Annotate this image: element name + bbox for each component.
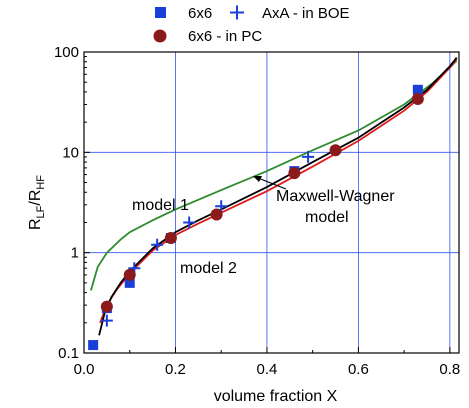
y-axis-label-sub2: HF (35, 175, 47, 190)
legend-plus-stroke (230, 5, 244, 20)
annotation-arrows (253, 176, 287, 190)
y-axis-label: RLF/RHF (27, 175, 47, 230)
x-tick-label: 0.8 (439, 361, 460, 378)
plus-marker (183, 216, 196, 229)
axis-ticks (83, 51, 451, 354)
annotation-model-2: model 2 (180, 260, 237, 277)
square-marker (124, 277, 135, 288)
legend-square-marker (155, 7, 166, 18)
plus-marker (151, 238, 164, 251)
x-tick-label: 0.2 (165, 361, 186, 378)
circle-marker (123, 268, 136, 281)
circle-marker (164, 232, 177, 245)
legend-label-axa-boe: AxA - in BOE (262, 5, 350, 22)
legend-plus-marker (230, 5, 244, 20)
annotation-maxwell-wagner: Maxwell-Wagner (276, 188, 395, 205)
legend: 6x6 AxA - in BOE 6x6 - in PC (153, 5, 350, 45)
circle-marker (329, 144, 342, 157)
legend-circle-marker (153, 29, 167, 43)
data-points (88, 84, 424, 351)
y-tick-label: 100 (54, 44, 79, 61)
y-axis-label-sep: /R (27, 190, 44, 206)
x-tick-label: 0.0 (74, 361, 95, 378)
plus-marker (302, 150, 315, 163)
circle-marker (210, 208, 223, 221)
circle-marker (411, 93, 424, 106)
plot-frame (83, 51, 460, 354)
legend-label-6x6-pc: 6x6 - in PC (188, 28, 262, 45)
square-marker (88, 340, 99, 351)
annotation-arrow-head (253, 176, 262, 182)
x-tick-label: 0.6 (348, 361, 369, 378)
annotation-model: model (305, 209, 349, 226)
circle-marker (288, 167, 301, 180)
y-tick-label: 10 (62, 144, 79, 161)
square-marker (412, 84, 423, 95)
y-tick-label: 1 (71, 245, 79, 262)
tick-labels: 0.0 0.2 0.4 0.6 0.8 0.1 1 10 100 (54, 44, 460, 378)
plus-marker (100, 314, 113, 327)
annotation-arrow-line (257, 177, 287, 190)
x-tick-label: 0.4 (256, 361, 277, 378)
plus-marker (215, 200, 228, 213)
annotation-model-1: model 1 (132, 197, 189, 214)
grid (84, 52, 459, 353)
y-axis-label-main: R (27, 218, 44, 230)
y-tick-label: 0.1 (58, 345, 79, 362)
circle-marker (100, 300, 113, 313)
x-axis-label: volume fraction X (214, 388, 338, 405)
y-axis-label-sub1: LF (35, 205, 47, 218)
legend-label-6x6: 6x6 (188, 5, 212, 22)
